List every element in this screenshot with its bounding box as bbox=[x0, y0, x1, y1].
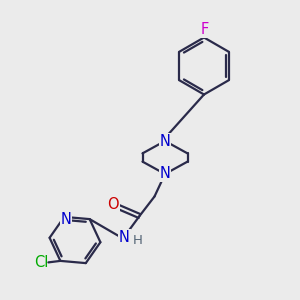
Text: N: N bbox=[119, 230, 130, 244]
Text: N: N bbox=[160, 167, 170, 182]
Text: H: H bbox=[133, 233, 143, 247]
Text: Cl: Cl bbox=[34, 255, 48, 270]
Text: F: F bbox=[200, 22, 209, 38]
Text: O: O bbox=[107, 197, 119, 212]
Text: N: N bbox=[60, 212, 71, 227]
Text: N: N bbox=[160, 134, 170, 148]
